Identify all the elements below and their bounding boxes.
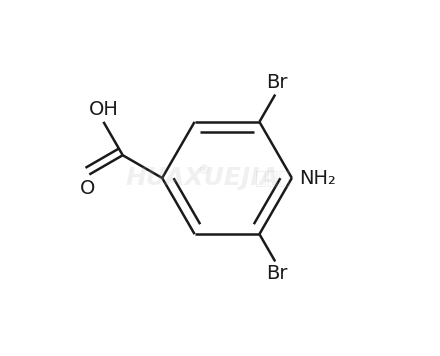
Text: ®: ® bbox=[197, 164, 210, 178]
Text: Br: Br bbox=[266, 264, 288, 283]
Text: O: O bbox=[80, 179, 95, 198]
Text: OH: OH bbox=[88, 100, 118, 119]
Text: NH₂: NH₂ bbox=[300, 168, 337, 188]
Text: HUAXUEJIA: HUAXUEJIA bbox=[125, 166, 279, 190]
Text: 化学加: 化学加 bbox=[255, 168, 290, 188]
Text: Br: Br bbox=[266, 73, 288, 92]
